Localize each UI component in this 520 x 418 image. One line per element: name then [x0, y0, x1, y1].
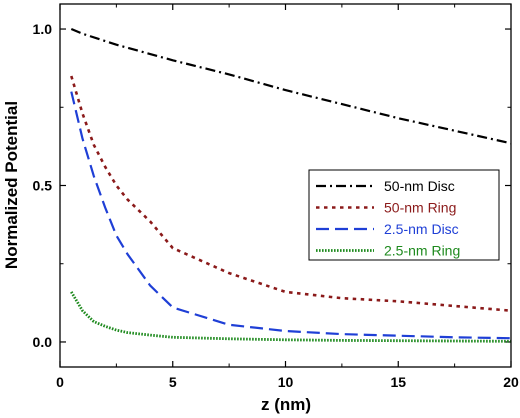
- legend-label-2: 50-nm Ring: [384, 200, 456, 216]
- x-tick-label: 15: [390, 374, 406, 390]
- series-line-4: [70, 291, 512, 343]
- y-axis-title: Normalized Potential: [2, 101, 21, 269]
- legend-label-1: 50-nm Disc: [384, 178, 455, 194]
- plot-area-frame: [59, 3, 512, 368]
- series-line-3: [70, 91, 512, 340]
- series-line-2: [70, 75, 512, 312]
- series-line-1: [70, 27, 512, 145]
- x-tick-label: 10: [278, 374, 294, 390]
- legend: 50-nm Disc 50-nm Ring 2.5-nm Disc 2.5-nm Ri…: [308, 169, 500, 261]
- y-tick-label: 1.0: [33, 21, 53, 37]
- legend-label-3: 2.5-nm Disc: [384, 221, 459, 237]
- legend-label-4: 2.5-nm Ring: [384, 243, 460, 259]
- y-tick-label: 0.5: [33, 178, 53, 194]
- x-tick-label: 5: [169, 374, 177, 390]
- x-tick-label: 0: [56, 374, 64, 390]
- y-tick-label: 0.0: [33, 334, 53, 350]
- plot-series: [70, 27, 512, 343]
- x-axis-title: z (nm): [261, 395, 311, 414]
- x-tick-label: 20: [503, 374, 519, 390]
